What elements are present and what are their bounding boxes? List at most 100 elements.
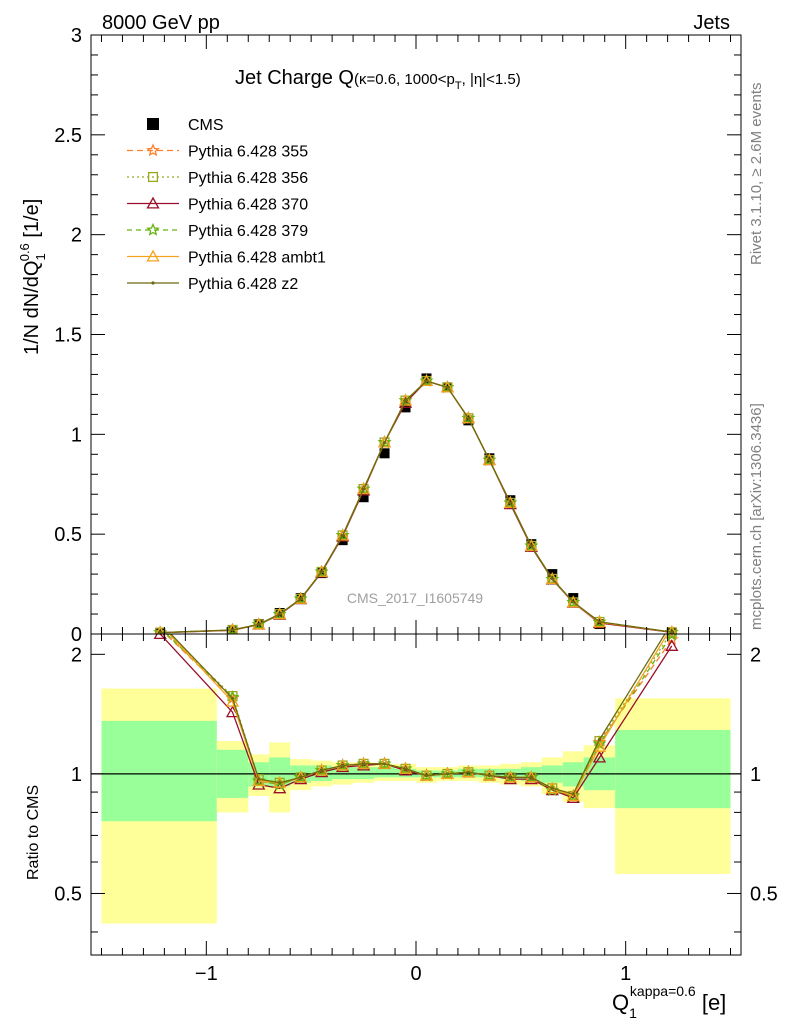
ratio-point-pythia-6-428-z2 (341, 763, 345, 768)
point-pythia-6-428-z2 (508, 501, 512, 505)
y-tick-label: 2.5 (54, 125, 82, 147)
x-tick-label: −1 (195, 963, 218, 985)
ratio-point-pythia-6-428-356 (666, 634, 677, 637)
point-pythia-6-428-379 (503, 495, 518, 509)
ratio-tick-label-right: 1 (750, 764, 761, 786)
cms-data-point (358, 492, 369, 503)
point-pythia-6-428-z2 (341, 533, 345, 538)
main-series-group (153, 373, 679, 634)
legend-label: Pythia 6.428 ambt1 (188, 250, 326, 267)
ratio-point-pythia-6-428-379 (251, 773, 266, 787)
legend-marker (146, 196, 160, 209)
x-tick-label: 1 (620, 963, 631, 985)
ratio-point-pythia-6-428-ambt1 (461, 765, 476, 778)
ratio-point-pythia-6-428-z2 (257, 777, 261, 781)
ratio-point-pythia-6-428-z2 (487, 774, 491, 778)
x-axis-label: Q1kappa=0.6 [e] (612, 983, 726, 1021)
point-pythia-6-428-z2 (571, 600, 575, 604)
ratio-tick-label-right: 2 (750, 644, 761, 666)
ratio-point-pythia-6-428-z2 (299, 775, 303, 779)
legend-label: Pythia 6.428 355 (188, 144, 308, 161)
point-pythia-6-428-379 (419, 373, 434, 387)
header-right: Jets (693, 12, 730, 34)
legend-label: Pythia 6.428 z2 (188, 276, 298, 293)
point-pythia-6-428-z2 (158, 630, 162, 634)
point-pythia-6-428-z2 (670, 630, 674, 634)
legend-marker (151, 281, 155, 285)
point-pythia-6-428-z2 (382, 440, 387, 445)
y-tick-label: 1 (71, 424, 82, 446)
point-pythia-6-428-ambt1 (419, 374, 434, 387)
point-pythia-6-428-379 (377, 435, 392, 449)
ratio-point-pythia-6-428-ambt1 (252, 774, 266, 786)
ratio-point-pythia-6-428-z2 (670, 621, 673, 624)
point-pythia-6-428-z2 (403, 398, 408, 403)
ratio-point-pythia-6-428-370 (665, 639, 679, 651)
ratio-point-pythia-6-428-ambt1 (545, 781, 559, 794)
point-pythia-6-428-z2 (278, 612, 282, 616)
mcplots-label: mcplots.cern.ch [arXiv:1306.3436] (748, 403, 765, 630)
stat-uncertainty-band (269, 757, 291, 787)
point-pythia-6-428-379 (524, 538, 539, 552)
ratio-line-pythia-6-428-z2 (169, 634, 666, 795)
legend: CMS Pythia 6.428 355 Pythia 6.428 356 Pythi… (127, 117, 326, 293)
point-pythia-6-428-z2 (597, 620, 602, 624)
cms-data-point (526, 539, 537, 550)
ratio-y-axis-label: Ratio to CMS (25, 785, 42, 880)
point-pythia-6-428-z2 (550, 577, 554, 581)
ratio-point-pythia-6-428-379 (461, 765, 476, 778)
point-pythia-6-428-ambt1 (336, 528, 350, 541)
y-tick-label: 0.5 (54, 524, 82, 546)
point-pythia-6-428-379 (293, 591, 308, 605)
point-pythia-6-428-379 (356, 481, 371, 495)
stat-uncertainty-band (374, 767, 396, 778)
analysis-id-label: CMS_2017_I1605749 (347, 590, 483, 606)
point-pythia-6-428-z2 (445, 385, 450, 390)
ratio-point-pythia-6-428-z2 (597, 737, 602, 742)
stat-uncertainty-band (615, 729, 731, 809)
y-tick-label: 0 (71, 624, 82, 646)
rivet-version-label: Rivet 3.1.10, ≥ 2.6M events (748, 83, 765, 266)
ratio-point-pythia-6-428-ambt1 (225, 694, 240, 707)
point-pythia-6-428-379 (225, 622, 240, 634)
y-tick-label: 1.5 (54, 325, 82, 347)
stat-uncertainty-band (478, 768, 500, 778)
ratio-point-pythia-6-428-379 (377, 756, 392, 770)
point-pythia-6-428-379 (398, 393, 413, 407)
legend-label: Pythia 6.428 379 (188, 223, 308, 240)
point-pythia-6-428-z2 (361, 487, 366, 491)
stat-uncertainty-band (101, 720, 217, 822)
point-pythia-6-428-ambt1 (398, 393, 413, 406)
cms-data-point (421, 373, 432, 384)
legend-marker (147, 171, 159, 183)
point-pythia-6-428-379 (272, 607, 287, 621)
point-pythia-6-428-z2 (320, 570, 324, 574)
ratio-point-pythia-6-428-370 (153, 634, 167, 640)
legend-label: Pythia 6.428 356 (188, 170, 308, 187)
ratio-point-pythia-6-428-379 (314, 763, 329, 777)
ratio-point-pythia-6-428-379 (335, 758, 350, 772)
point-pythia-6-428-379 (566, 595, 581, 609)
point-pythia-6-428-ambt1 (294, 591, 308, 604)
point-pythia-6-428-ambt1 (252, 617, 266, 630)
ratio-tick-label-right: 0.5 (750, 883, 778, 905)
ratio-tick-label-left: 1 (71, 764, 82, 786)
ratio-point-pythia-6-428-356 (594, 735, 605, 747)
point-pythia-6-428-379 (314, 564, 329, 578)
ratio-point-pythia-6-428-ambt1 (566, 789, 580, 801)
point-pythia-6-428-ambt1 (377, 435, 392, 448)
point-pythia-6-428-ambt1 (315, 565, 329, 577)
point-pythia-6-428-z2 (529, 544, 533, 548)
point-pythia-6-428-z2 (299, 597, 303, 601)
ratio-point-pythia-6-428-379 (482, 768, 497, 782)
ratio-point-pythia-6-428-z2 (424, 774, 429, 778)
ratio-point-pythia-6-428-z2 (278, 781, 282, 785)
cms-data-point (505, 495, 516, 506)
legend-marker (146, 222, 160, 236)
point-pythia-6-428-z2 (257, 622, 261, 626)
legend-label: Pythia 6.428 370 (188, 197, 308, 214)
ratio-point-pythia-6-428-z2 (508, 775, 512, 779)
ratio-point-pythia-6-428-z2 (445, 772, 450, 776)
ratio-point-pythia-6-428-379 (666, 634, 677, 641)
point-pythia-6-428-379 (335, 528, 350, 542)
